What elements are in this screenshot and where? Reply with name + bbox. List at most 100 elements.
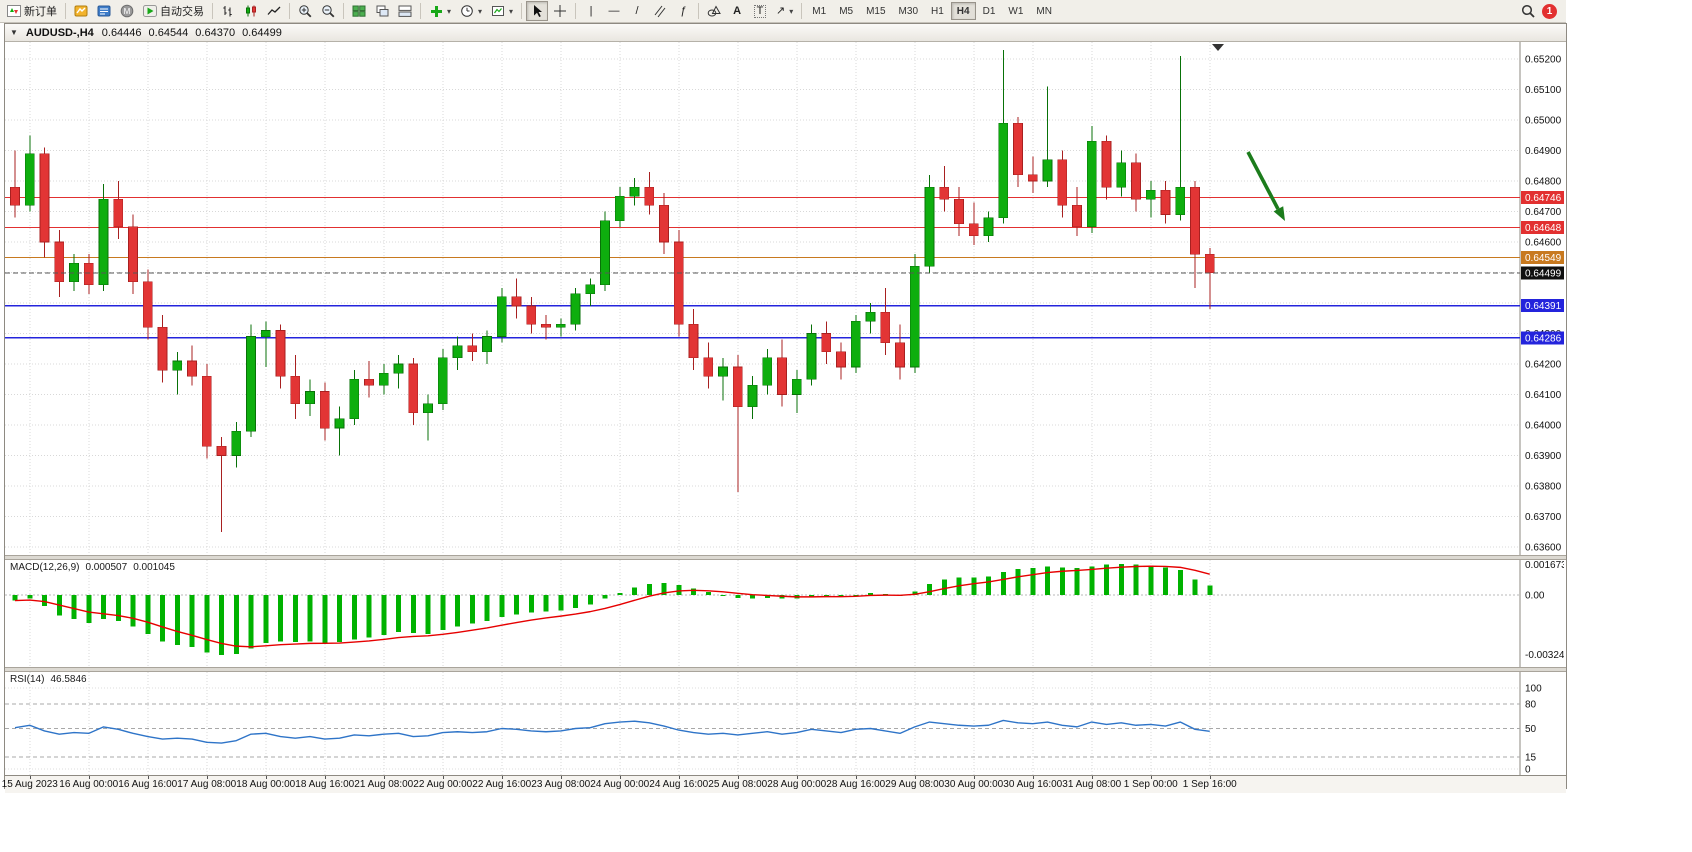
time-label: 28 Aug 00:00 [767,779,827,790]
rsi-canvas[interactable]: 100 80 50 15 0 [5,672,1564,775]
time-label: 18 Aug 16:00 [295,779,355,790]
tile-windows-button[interactable] [348,1,370,21]
macd-canvas[interactable]: 0.001673 0.00 -0.003249 [5,560,1564,667]
rsi-value: 46.5846 [50,674,87,685]
time-tick [619,776,621,779]
zoom-out-button[interactable] [317,1,339,21]
macd-pane[interactable]: MACD(12,26,9) 0.000507 0.001045 0.001673 0.… [5,560,1566,667]
time-tick [855,776,857,779]
svg-text:M: M [124,7,131,16]
timeframe-button-m1[interactable]: M1 [806,2,832,20]
level-line-0.64648[interactable]: 0.64648 [5,220,1564,234]
level-line-0.64286[interactable]: 0.64286 [5,331,1564,345]
time-tick [678,776,680,779]
macd-scale-max: 0.001673 [1525,560,1564,571]
arrow-tool-icon: ↗ [776,4,786,17]
arrows-button[interactable]: ↗ ▾ [772,1,797,21]
line-chart-icon [267,6,281,15]
arrange-windows-icon [398,5,412,17]
market-watch-button[interactable] [93,1,115,21]
time-tick [265,776,267,779]
macd-title: MACD(12,26,9) [10,562,80,573]
time-label: 30 Aug 16:00 [1003,779,1063,790]
ohlc-readout: 0.64446 0.64544 0.64370 0.64499 [102,27,289,39]
autotrading-label: 自动交易 [160,6,204,18]
templates-button[interactable]: ▾ [487,1,517,21]
text-label-button[interactable]: T [749,1,771,21]
vertical-line-button[interactable]: | [580,1,602,21]
chevron-down-icon: ▾ [447,6,452,16]
mql-editor-button[interactable]: M [116,1,138,21]
timeframe-button-w1[interactable]: W1 [1002,2,1029,20]
channel-icon [654,5,666,18]
cursor-button[interactable] [526,1,549,21]
rsi-label: RSI(14) 46.5846 [10,674,93,685]
svg-text:0.64391: 0.64391 [1525,301,1562,312]
chart-profile-icon [74,5,88,17]
charts-profile-button[interactable] [70,1,92,21]
text-label-icon: T [753,4,767,18]
timeframe-button-h4[interactable]: H4 [950,2,976,20]
timeframe-button-m5[interactable]: M5 [833,2,859,20]
level-line-0.64391[interactable]: 0.64391 [5,299,1564,313]
fibonacci-button[interactable]: ƒ [672,1,694,21]
arrow-annotation[interactable] [1246,151,1285,221]
time-tick [1091,776,1093,779]
candlestick-chart-icon [246,5,256,17]
timeframe-group: M1 M5 M15 M30 H1 H4 D1 W1 MN [806,2,1058,20]
price-tick-label: 0.64700 [1525,207,1562,218]
level-line-0.64746[interactable]: 0.64746 [5,190,1564,204]
pane-splitter[interactable] [5,555,1566,560]
price-tick-label: 0.64600 [1525,238,1562,249]
macd-main-value: 0.000507 [85,562,128,573]
timeframe-button-mn[interactable]: MN [1030,2,1058,20]
time-label: 15 Aug 2023 [1,779,58,790]
horizontal-line-button[interactable]: — [603,1,625,21]
zoom-in-icon [299,5,312,18]
text-button[interactable]: A [726,1,748,21]
time-tick [501,776,503,779]
main-chart-pane[interactable]: 0.65200 0.65100 0.65000 0.64900 0.64800 0.647… [5,42,1566,555]
autotrading-button[interactable]: 自动交易 [139,1,208,21]
collapse-triangle-icon[interactable]: ▼ [10,28,18,37]
cascade-windows-button[interactable] [371,1,393,21]
svg-text:0.64648: 0.64648 [1525,223,1562,234]
time-axis[interactable]: 15 Aug 2023 16 Aug 00:00 16 Aug 16:00 17 Au… [1,775,1566,793]
zoom-in-button[interactable] [294,1,316,21]
new-order-button[interactable]: 新订单 [3,1,61,21]
search-button[interactable] [1517,1,1539,21]
rsi-pane[interactable]: RSI(14) 46.5846 100 80 50 15 0 [5,672,1566,775]
low-value: 0.64370 [195,26,236,39]
level-line-0.64549[interactable]: 0.64549 [5,251,1564,265]
trendline-button[interactable]: / [626,1,648,21]
arrange-windows-button[interactable] [394,1,416,21]
time-label: 30 Aug 00:00 [944,779,1004,790]
timeframe-button-h1[interactable]: H1 [925,2,950,20]
clock-icon [461,5,473,17]
equidistant-channel-button[interactable] [649,1,671,21]
line-chart-button[interactable] [263,1,285,21]
toolbar-divider [212,3,213,19]
timeframe-button-d1[interactable]: D1 [977,2,1002,20]
shapes-button[interactable] [703,1,725,21]
time-tick [147,776,149,779]
high-value: 0.64544 [148,26,189,39]
periods-button[interactable]: ▾ [456,1,486,21]
notification-badge[interactable]: 1 [1542,3,1557,19]
indicators-button[interactable]: ▾ [425,1,455,21]
crosshair-button[interactable] [549,1,571,21]
bar-chart-button[interactable] [217,1,239,21]
svg-text:0.64286: 0.64286 [1525,333,1562,344]
pane-splitter[interactable] [5,667,1566,672]
timeframe-button-m15[interactable]: M15 [860,2,891,20]
main-chart-canvas[interactable]: 0.65200 0.65100 0.65000 0.64900 0.64800 0.647… [5,42,1564,555]
price-tick-label: 0.64100 [1525,390,1562,401]
toolbar-divider [420,3,421,19]
chart-shift-marker[interactable] [1212,44,1224,51]
candlestick-chart-button[interactable] [240,1,262,21]
macd-signal-line [14,565,1210,648]
chart-titlebar[interactable]: ▼ AUDUSD-,H4 0.64446 0.64544 0.64370 0.6449… [5,24,1566,42]
time-label: 17 Aug 08:00 [177,779,237,790]
timeframe-button-m30[interactable]: M30 [893,2,924,20]
